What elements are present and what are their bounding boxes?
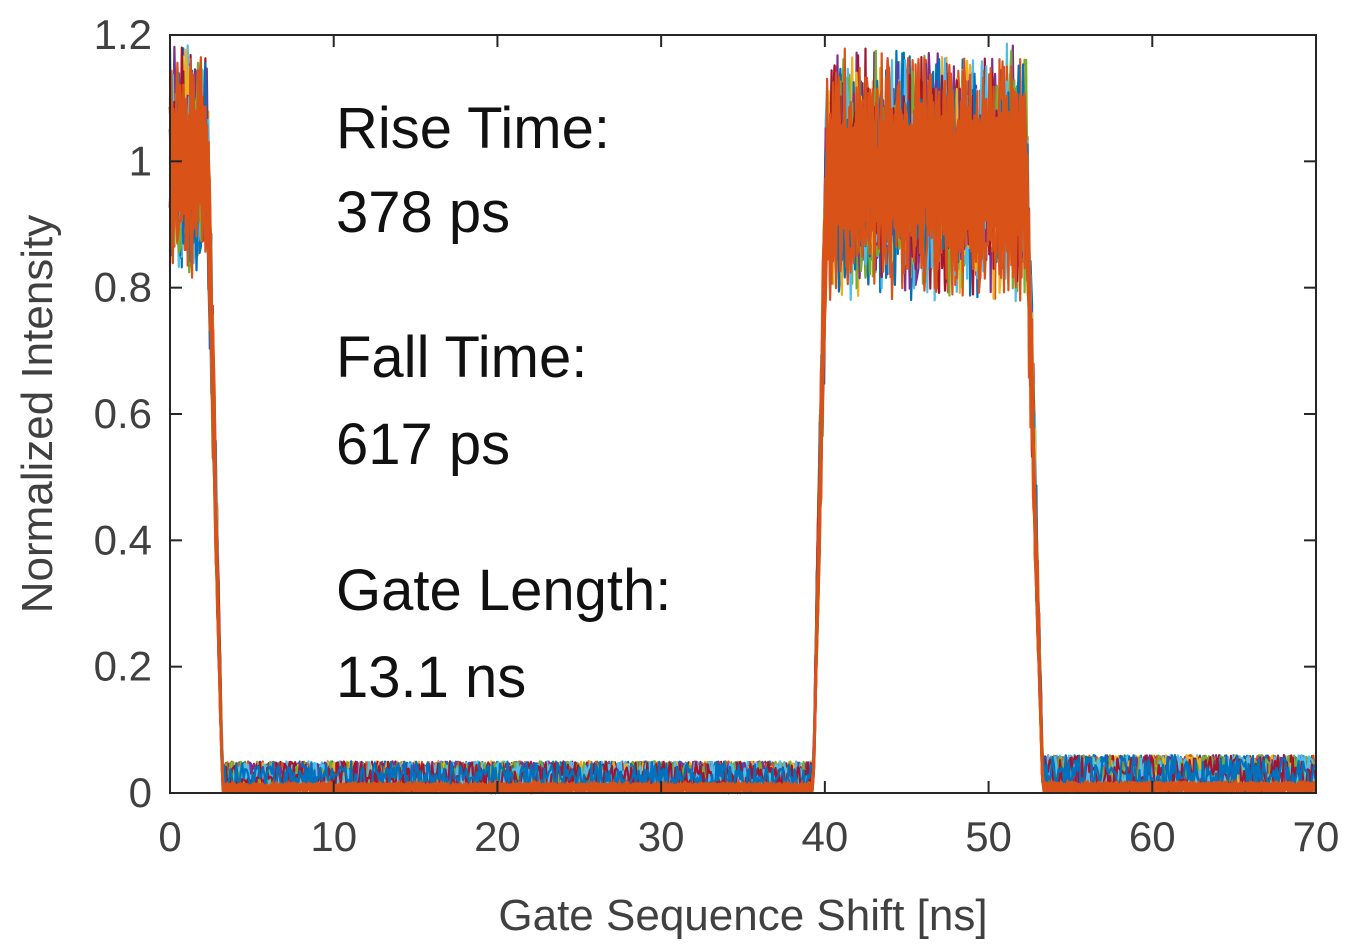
x-tick-label: 50	[965, 813, 1012, 860]
y-tick-label: 0.4	[94, 516, 152, 563]
series-line	[168, 109, 1317, 796]
rise-time-value: 378 ps	[336, 180, 510, 245]
x-tick-label: 20	[474, 813, 521, 860]
gate-length-value: 13.1 ns	[336, 645, 526, 710]
y-tick-label: 0	[129, 769, 152, 816]
axis-ticks	[169, 34, 1317, 794]
y-tick-label: 0.8	[94, 264, 152, 311]
x-tick-label: 40	[801, 813, 848, 860]
gate-length-label: Gate Length:	[336, 558, 671, 623]
x-tick-label: 0	[158, 813, 181, 860]
x-tick-labels: 0 10 20 30 40 50 60 70	[158, 813, 1339, 860]
y-tick-label: 1	[129, 137, 152, 184]
fall-time-label: Fall Time:	[336, 325, 587, 390]
y-axis-label: Normalized Intensity	[13, 215, 62, 614]
x-tick-label: 30	[638, 813, 685, 860]
y-tick-label: 0.6	[94, 390, 152, 437]
rise-time-label: Rise Time:	[336, 96, 610, 161]
y-tick-labels: 0 0.2 0.4 0.6 0.8 1 1.2	[94, 11, 152, 816]
x-axis-label: Gate Sequence Shift [ns]	[498, 891, 987, 940]
y-tick-label: 1.2	[94, 11, 152, 58]
fall-time-value: 617 ps	[336, 412, 510, 477]
y-tick-label: 0.2	[94, 643, 152, 690]
x-tick-label: 10	[310, 813, 357, 860]
x-tick-label: 70	[1293, 813, 1340, 860]
x-tick-label: 60	[1129, 813, 1176, 860]
waveform-traces	[168, 42, 1317, 796]
